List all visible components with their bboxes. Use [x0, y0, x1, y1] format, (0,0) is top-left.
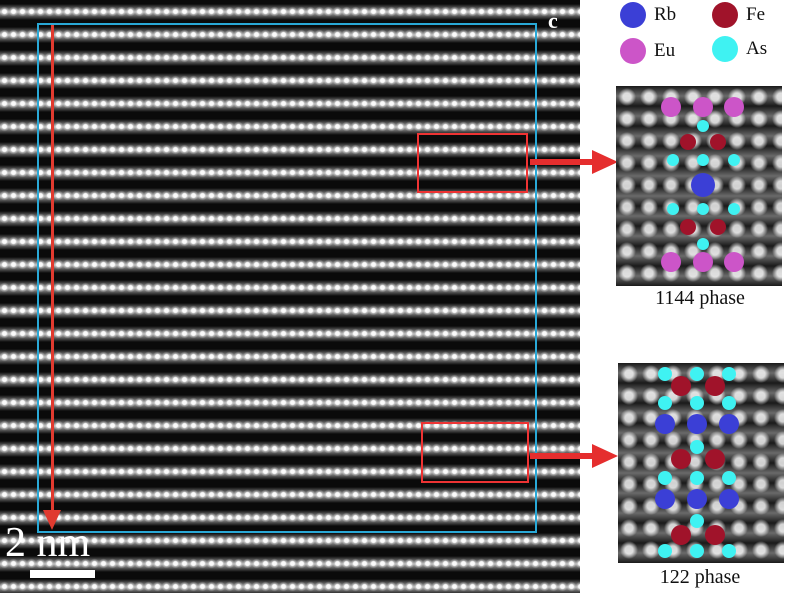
atom-rb-icon — [691, 173, 715, 197]
atom-as-icon — [690, 514, 704, 528]
atom-fe-icon — [680, 134, 696, 150]
atom-rb-icon — [655, 414, 675, 434]
inset-1144-caption: 1144 phase — [655, 287, 745, 309]
atom-as-icon — [690, 440, 704, 454]
atom-fe-icon — [710, 219, 726, 235]
legend-rb-label: Rb — [654, 4, 677, 25]
legend-eu: Eu — [620, 38, 675, 64]
legend-eu-label: Eu — [654, 40, 676, 61]
atom-as-icon — [658, 471, 672, 485]
stem-image: c 2 nm — [0, 0, 580, 593]
atom-as-icon — [690, 471, 704, 485]
pointer-arrow-1144-shaft — [530, 159, 595, 165]
inset-122-caption: 122 phase — [659, 566, 741, 588]
highlight-box-122 — [421, 422, 529, 483]
atom-as-icon — [722, 367, 736, 381]
atom-rb-icon — [687, 489, 707, 509]
atom-fe-icon — [710, 134, 726, 150]
atom-as-icon — [722, 396, 736, 410]
atom-rb-icon — [719, 489, 739, 509]
atom-fe-icon — [671, 449, 691, 469]
atom-fe-icon — [680, 219, 696, 235]
atom-fe-icon — [705, 449, 725, 469]
inset-122-structure — [618, 363, 784, 563]
scale-bar-label: 2 nm — [5, 520, 91, 566]
pointer-arrow-122-head — [592, 444, 618, 468]
atomic-lattice-image — [0, 0, 580, 593]
legend-fe-dot-icon — [712, 2, 738, 28]
atom-as-icon — [690, 367, 704, 381]
atom-eu-icon — [693, 97, 713, 117]
atom-as-icon — [658, 367, 672, 381]
atom-eu-icon — [661, 97, 681, 117]
pointer-arrow-1144-head — [592, 150, 618, 174]
atom-eu-icon — [724, 97, 744, 117]
legend-as-dot-icon — [712, 36, 738, 62]
atom-eu-icon — [693, 252, 713, 272]
atom-rb-icon — [687, 414, 707, 434]
legend-fe-label: Fe — [746, 4, 765, 25]
scan-direction-arrowhead — [43, 510, 61, 530]
atom-fe-icon — [671, 376, 691, 396]
legend-eu-dot-icon — [620, 38, 646, 64]
atom-as-icon — [697, 120, 709, 132]
atom-as-icon — [728, 203, 740, 215]
atom-rb-icon — [719, 414, 739, 434]
scan-direction-line — [51, 25, 54, 515]
scale-bar — [30, 570, 95, 578]
pointer-arrow-122-shaft — [530, 453, 595, 459]
analysis-region-frame — [37, 23, 537, 533]
atom-as-icon — [690, 544, 704, 558]
legend-as: As — [712, 36, 767, 62]
atom-as-icon — [658, 396, 672, 410]
atom-eu-icon — [661, 252, 681, 272]
atom-as-icon — [697, 154, 709, 166]
atom-as-icon — [722, 471, 736, 485]
atom-rb-icon — [655, 489, 675, 509]
legend-rb: Rb — [620, 2, 676, 28]
legend-rb-dot-icon — [620, 2, 646, 28]
atom-as-icon — [697, 238, 709, 250]
panel-label: c — [548, 8, 558, 33]
atom-as-icon — [667, 154, 679, 166]
atom-fe-icon — [705, 376, 725, 396]
atom-fe-icon — [671, 525, 691, 545]
inset-1144-structure — [616, 86, 782, 286]
atom-fe-icon — [705, 525, 725, 545]
highlight-box-1144 — [417, 133, 528, 193]
atom-as-icon — [722, 544, 736, 558]
atom-as-icon — [690, 396, 704, 410]
atom-eu-icon — [724, 252, 744, 272]
atom-as-icon — [728, 154, 740, 166]
atom-as-icon — [697, 203, 709, 215]
atom-as-icon — [667, 203, 679, 215]
atom-as-icon — [658, 544, 672, 558]
legend-fe: Fe — [712, 2, 765, 28]
legend-as-label: As — [746, 38, 768, 59]
